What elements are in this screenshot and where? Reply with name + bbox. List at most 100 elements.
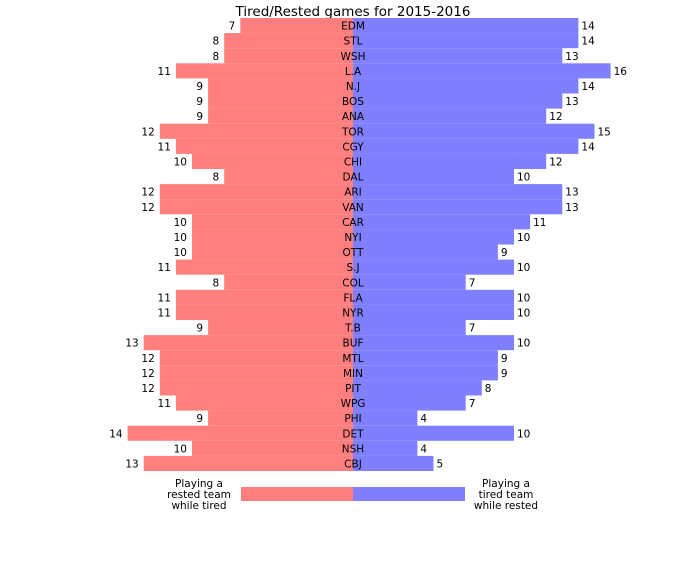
bar-tired-pit — [159, 380, 353, 396]
team-label: WSH — [341, 51, 366, 63]
bar-tired-col — [224, 274, 353, 290]
value-label-rested: 10 — [517, 292, 530, 304]
bar-tired-ott — [192, 244, 353, 260]
bar-tired-dal — [224, 169, 353, 185]
team-label: TOR — [341, 126, 364, 138]
value-label-rested: 11 — [533, 217, 546, 229]
value-label-rested: 10 — [517, 232, 530, 244]
bar-tired-stl — [224, 33, 353, 49]
bar-rested-phi — [353, 410, 418, 426]
value-label-tired: 9 — [196, 96, 203, 108]
team-label: NSH — [342, 443, 364, 455]
bar-rested-bos — [353, 93, 563, 109]
bar-tired-tb — [208, 320, 353, 336]
value-label-rested: 13 — [565, 51, 578, 63]
value-label-tired: 7 — [229, 21, 236, 33]
bar-tired-wpg — [175, 395, 353, 411]
bar-rested-fla — [353, 289, 514, 305]
team-label: ARI — [344, 187, 362, 199]
team-label: STL — [344, 36, 363, 48]
legend-label-tired: Playing a — [175, 478, 223, 490]
team-label: MTL — [342, 353, 363, 365]
team-label: CAR — [342, 217, 364, 229]
bar-tired-la — [175, 63, 353, 79]
value-label-tired: 12 — [141, 383, 154, 395]
bar-tired-det — [127, 425, 353, 441]
bar-tired-nyi — [192, 229, 353, 245]
bar-tired-nyr — [175, 304, 353, 320]
bar-tired-nsh — [192, 440, 353, 456]
bar-tired-van — [159, 199, 353, 215]
legend-label-tired: while tired — [171, 500, 226, 512]
legend-swatch-tired — [241, 487, 353, 501]
value-label-tired: 9 — [196, 413, 203, 425]
value-label-tired: 10 — [174, 156, 187, 168]
bar-rested-nyi — [353, 229, 514, 245]
team-label: BUF — [343, 338, 364, 350]
team-label: VAN — [342, 202, 364, 214]
team-label: CHI — [344, 156, 362, 168]
bar-tired-wsh — [224, 48, 353, 64]
value-label-rested: 4 — [420, 413, 427, 425]
team-label: PIT — [345, 383, 361, 395]
value-label-rested: 4 — [420, 443, 427, 455]
team-label: T.B — [344, 323, 361, 335]
team-label: S.J — [346, 262, 359, 274]
value-label-rested: 12 — [549, 156, 562, 168]
legend-label-tired: rested team — [167, 489, 231, 501]
bar-tired-edm — [240, 18, 353, 34]
team-label: PHI — [344, 413, 361, 425]
team-label: NYR — [342, 307, 364, 319]
bar-rested-ott — [353, 244, 498, 260]
bar-tired-ana — [208, 108, 353, 124]
bar-rested-buf — [353, 335, 514, 351]
bar-tired-mtl — [159, 350, 353, 366]
value-label-rested: 10 — [517, 172, 530, 184]
value-label-tired: 10 — [174, 232, 187, 244]
value-label-rested: 10 — [517, 428, 530, 440]
value-label-tired: 9 — [196, 81, 203, 93]
bar-rested-dal — [353, 169, 514, 185]
bar-rested-pit — [353, 380, 482, 396]
value-label-tired: 10 — [174, 443, 187, 455]
value-label-rested: 5 — [437, 458, 444, 470]
bar-rested-chi — [353, 153, 547, 169]
value-label-tired: 13 — [125, 458, 138, 470]
value-label-tired: 14 — [109, 428, 123, 440]
team-label: OTT — [343, 247, 364, 259]
value-label-rested: 12 — [549, 111, 562, 123]
value-label-tired: 10 — [174, 217, 187, 229]
value-label-rested: 9 — [501, 247, 508, 259]
bar-rested-la — [353, 63, 611, 79]
value-label-tired: 8 — [213, 51, 220, 63]
bar-rested-cgy — [353, 138, 579, 154]
bar-rested-ari — [353, 184, 563, 200]
team-label: MIN — [343, 368, 363, 380]
bar-rested-nsh — [353, 440, 418, 456]
value-label-rested: 7 — [469, 323, 476, 335]
team-label: ANA — [342, 111, 365, 123]
value-label-rested: 14 — [581, 36, 595, 48]
value-label-tired: 8 — [213, 277, 220, 289]
legend-label-rested: tired team — [479, 489, 534, 501]
value-label-rested: 9 — [501, 368, 508, 380]
value-label-rested: 14 — [581, 21, 595, 33]
value-label-tired: 8 — [213, 36, 220, 48]
legend-label-rested: while rested — [474, 500, 538, 512]
value-label-tired: 12 — [141, 353, 154, 365]
bar-rested-tb — [353, 320, 466, 336]
value-label-rested: 13 — [565, 187, 578, 199]
value-label-rested: 7 — [469, 398, 476, 410]
legend-label-rested: Playing a — [482, 478, 530, 490]
value-label-tired: 11 — [158, 262, 171, 274]
chart-title: Tired/Rested games for 2015-2016 — [235, 4, 471, 20]
bar-tired-car — [192, 214, 353, 230]
value-label-rested: 10 — [517, 307, 530, 319]
bar-rested-edm — [353, 18, 579, 34]
team-label: EDM — [341, 21, 365, 33]
bar-tired-nj — [208, 78, 353, 94]
team-label: COL — [342, 277, 364, 289]
value-label-tired: 12 — [141, 126, 154, 138]
bar-rested-cbj — [353, 455, 434, 471]
